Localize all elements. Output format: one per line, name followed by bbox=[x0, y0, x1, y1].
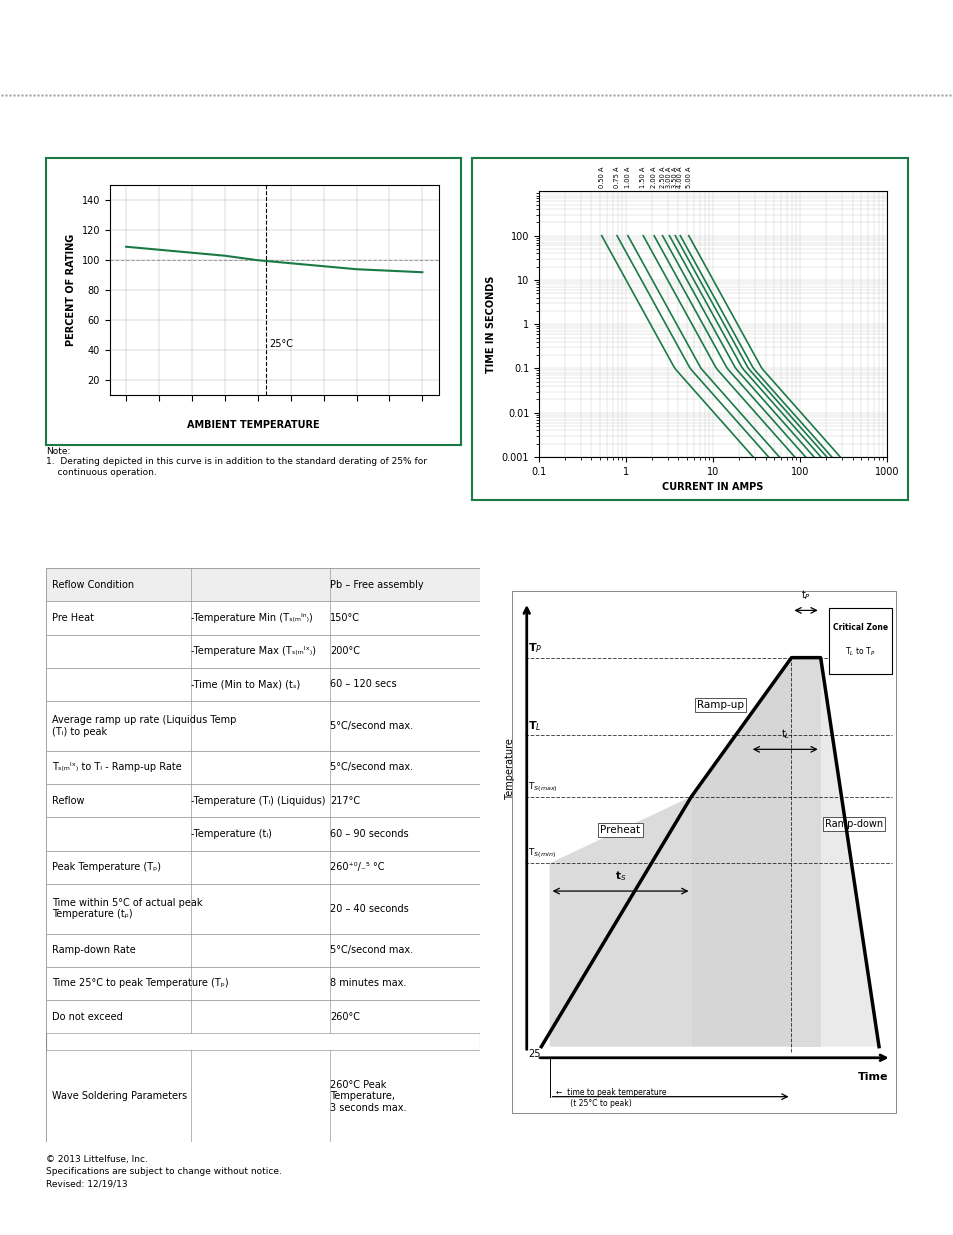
Polygon shape bbox=[691, 657, 791, 1046]
Text: -76°F: -76°F bbox=[115, 605, 136, 614]
Text: Wave Soldering Parameters: Wave Soldering Parameters bbox=[52, 1092, 187, 1102]
Text: -Temperature (tₗ): -Temperature (tₗ) bbox=[191, 829, 272, 839]
Text: 25°C: 25°C bbox=[269, 340, 293, 350]
Text: 0.50 A: 0.50 A bbox=[598, 167, 604, 188]
Text: 260⁺⁰/₋⁵ °C: 260⁺⁰/₋⁵ °C bbox=[330, 862, 384, 872]
Text: Average ramp up rate (Liquidus Temp
(Tₗ) to peak: Average ramp up rate (Liquidus Temp (Tₗ)… bbox=[52, 715, 236, 737]
Text: Temperature: Temperature bbox=[504, 737, 515, 800]
Text: T$_{S(min)}$: T$_{S(min)}$ bbox=[527, 847, 556, 861]
Text: ←  time to peak temperature
      (t 25°C to peak): ← time to peak temperature (t 25°C to pe… bbox=[556, 1088, 666, 1108]
Text: 60 – 120 secs: 60 – 120 secs bbox=[330, 679, 396, 689]
Polygon shape bbox=[820, 657, 878, 1046]
Text: -40°F: -40°F bbox=[149, 605, 170, 614]
Bar bbox=[46, 784, 479, 818]
Text: Reflow Condition: Reflow Condition bbox=[52, 579, 134, 590]
Text: Do not exceed: Do not exceed bbox=[52, 1011, 123, 1021]
Text: Temperature Rerating Curve: Temperature Rerating Curve bbox=[53, 133, 253, 146]
Text: 200°C: 200°C bbox=[330, 646, 359, 656]
Text: © 2013 Littelfuse, Inc.
Specifications are subject to change without notice.
Rev: © 2013 Littelfuse, Inc. Specifications a… bbox=[46, 1155, 281, 1189]
Text: 260°C Peak
Temperature,
3 seconds max.: 260°C Peak Temperature, 3 seconds max. bbox=[330, 1079, 406, 1113]
Text: Preheat: Preheat bbox=[599, 825, 639, 835]
Text: t$_S$: t$_S$ bbox=[614, 869, 625, 883]
Text: AMBIENT TEMPERATURE: AMBIENT TEMPERATURE bbox=[187, 420, 319, 430]
Text: Peak Temperature (Tₚ): Peak Temperature (Tₚ) bbox=[52, 862, 161, 872]
Bar bbox=[46, 568, 479, 601]
Text: 4.00 A: 4.00 A bbox=[677, 167, 682, 188]
Text: Reflow: Reflow bbox=[52, 795, 85, 805]
Text: Note:
1.  Derating depicted in this curve is in addition to the standard deratin: Note: 1. Derating depicted in this curve… bbox=[46, 447, 426, 477]
Text: 5°C/second max.: 5°C/second max. bbox=[330, 762, 413, 772]
Text: Littelfuse: Littelfuse bbox=[724, 19, 829, 38]
Text: -Temperature (Tₗ) (Liquidus): -Temperature (Tₗ) (Liquidus) bbox=[191, 795, 325, 805]
FancyBboxPatch shape bbox=[828, 608, 891, 674]
Bar bbox=[46, 635, 479, 668]
Text: Expertise Applied  |  Answers Delivered: Expertise Applied | Answers Delivered bbox=[724, 59, 875, 68]
Text: t$_P$: t$_P$ bbox=[801, 588, 810, 603]
Text: T$_L$: T$_L$ bbox=[527, 719, 541, 732]
Text: 5°C/second max.: 5°C/second max. bbox=[330, 945, 413, 955]
Text: -Temperature Min (Tₛ₍ₘᴵⁿ₎): -Temperature Min (Tₛ₍ₘᴵⁿ₎) bbox=[191, 613, 313, 622]
Polygon shape bbox=[549, 797, 691, 1046]
Bar bbox=[46, 851, 479, 884]
Text: Time within 5°C of actual peak
Temperature (tₚ): Time within 5°C of actual peak Temperatu… bbox=[52, 898, 203, 920]
Text: 32°F: 32°F bbox=[215, 605, 233, 614]
Text: 25: 25 bbox=[527, 1050, 540, 1060]
Text: 217°C: 217°C bbox=[330, 795, 360, 805]
Bar bbox=[46, 1051, 479, 1142]
Text: Pre Heat: Pre Heat bbox=[52, 613, 94, 622]
Text: Critical Zone: Critical Zone bbox=[832, 622, 887, 631]
Bar bbox=[46, 601, 479, 635]
Text: 1.00 A: 1.00 A bbox=[624, 167, 630, 188]
Bar bbox=[46, 701, 479, 751]
Polygon shape bbox=[791, 657, 820, 1046]
Text: 5°C/second max.: 5°C/second max. bbox=[330, 721, 413, 731]
Text: Time 25°C to peak Temperature (Tₚ): Time 25°C to peak Temperature (Tₚ) bbox=[52, 978, 229, 988]
Text: 5.00 A: 5.00 A bbox=[685, 167, 691, 188]
Bar bbox=[46, 934, 479, 967]
Text: 1.50 A: 1.50 A bbox=[639, 167, 645, 188]
Bar bbox=[46, 751, 479, 784]
Y-axis label: TIME IN SECONDS: TIME IN SECONDS bbox=[486, 275, 496, 373]
Bar bbox=[46, 818, 479, 851]
Text: -4°F: -4°F bbox=[184, 605, 200, 614]
Bar bbox=[46, 884, 479, 934]
Text: NANO®² > 250V > Time Lag > 443 Series: NANO®² > 250V > Time Lag > 443 Series bbox=[52, 59, 335, 72]
Text: Time: Time bbox=[858, 1072, 888, 1082]
Bar bbox=[46, 967, 479, 1000]
Text: 248°F: 248°F bbox=[411, 605, 434, 614]
Text: -Time (Min to Max) (tₛ): -Time (Min to Max) (tₛ) bbox=[191, 679, 300, 689]
Text: 2.50 A: 2.50 A bbox=[659, 167, 665, 188]
Text: Ramp-down Rate: Ramp-down Rate bbox=[52, 945, 136, 955]
Text: 8 minutes max.: 8 minutes max. bbox=[330, 978, 406, 988]
Text: T$_{S(max)}$: T$_{S(max)}$ bbox=[527, 781, 558, 794]
Text: T$_L$ to T$_P$: T$_L$ to T$_P$ bbox=[844, 646, 875, 658]
Text: Ramp-up: Ramp-up bbox=[697, 700, 743, 710]
Text: -Temperature Max (Tₛ₍ₘᴵˣ₎): -Temperature Max (Tₛ₍ₘᴵˣ₎) bbox=[191, 646, 315, 656]
Text: 68°F: 68°F bbox=[249, 605, 267, 614]
Text: Soldering Parameters: Soldering Parameters bbox=[54, 536, 207, 548]
Text: T$_P$: T$_P$ bbox=[527, 641, 541, 655]
Text: Average Time Current Curves: Average Time Current Curves bbox=[479, 133, 686, 146]
Text: Ramp-down: Ramp-down bbox=[824, 819, 882, 830]
Y-axis label: PERCENT OF RATING: PERCENT OF RATING bbox=[66, 235, 76, 346]
Text: 176°F: 176°F bbox=[345, 605, 368, 614]
Text: 150°C: 150°C bbox=[330, 613, 359, 622]
Text: t$_L$: t$_L$ bbox=[780, 727, 789, 741]
Text: Tₛ₍ₘᴵˣ₎ to Tₗ - Ramp-up Rate: Tₛ₍ₘᴵˣ₎ to Tₗ - Ramp-up Rate bbox=[52, 762, 182, 772]
Text: Surface Mount Fuses: Surface Mount Fuses bbox=[52, 26, 299, 46]
Text: 0.75 A: 0.75 A bbox=[614, 167, 619, 188]
Bar bbox=[46, 668, 479, 701]
X-axis label: CURRENT IN AMPS: CURRENT IN AMPS bbox=[661, 482, 763, 493]
Text: 3.00 A: 3.00 A bbox=[666, 167, 672, 188]
Text: 260°C: 260°C bbox=[330, 1011, 359, 1021]
Text: 212°F: 212°F bbox=[377, 605, 400, 614]
Text: 3.50 A: 3.50 A bbox=[672, 167, 678, 188]
Text: 20 – 40 seconds: 20 – 40 seconds bbox=[330, 904, 409, 914]
Text: Pb – Free assembly: Pb – Free assembly bbox=[330, 579, 423, 590]
Text: 60 – 90 seconds: 60 – 90 seconds bbox=[330, 829, 408, 839]
Bar bbox=[46, 1000, 479, 1034]
Text: 2.00 A: 2.00 A bbox=[651, 167, 657, 188]
Text: 104°F: 104°F bbox=[279, 605, 302, 614]
Text: 140°F: 140°F bbox=[312, 605, 335, 614]
